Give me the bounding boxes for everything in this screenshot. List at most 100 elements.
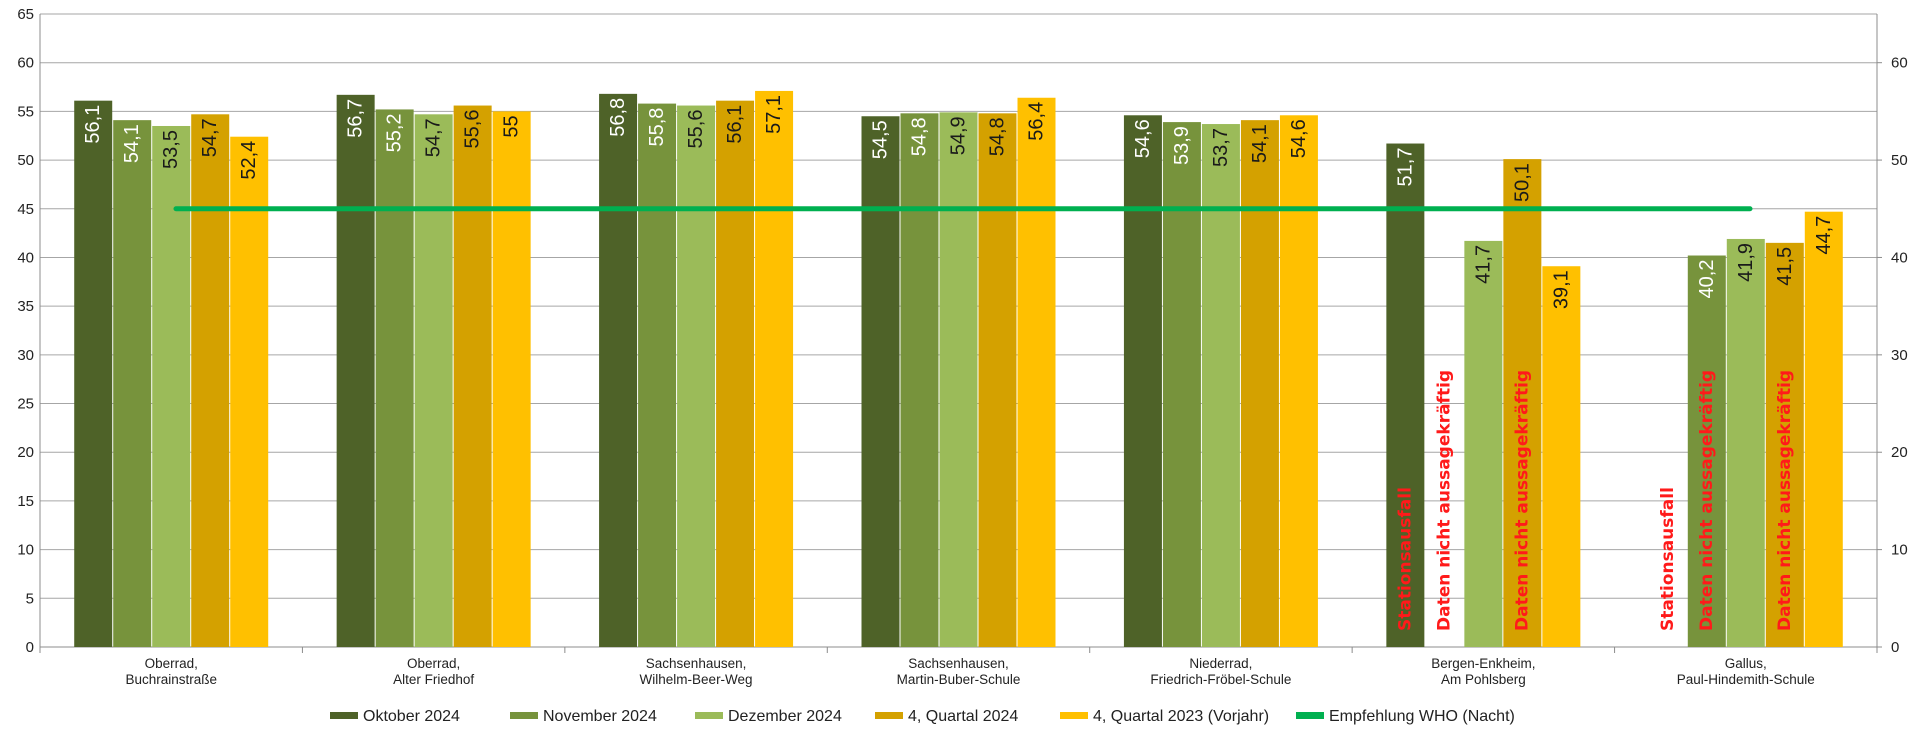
annotation: Daten nicht aussagekräftig: [1434, 370, 1454, 631]
bar: [74, 100, 113, 648]
legend: Oktober 2024 November 2024 Dezember 2024 4,…: [330, 708, 1515, 725]
legend-label: Dezember 2024: [728, 708, 842, 725]
annotation: Daten nicht aussagekräftig: [1512, 370, 1532, 631]
data-labels: 56,1 56,7 56,8 54,5 54,6 51,7 54,1 55,2 55,8 54,8…: [82, 95, 1835, 309]
bar: [638, 103, 677, 647]
bar: [492, 111, 531, 647]
legend-swatch: [875, 712, 903, 719]
bar: [861, 116, 900, 647]
data-label: 55: [501, 115, 523, 137]
y-tick-right: 50: [1891, 152, 1908, 169]
category-label: Friedrich-Fröbel-Schule: [1150, 672, 1291, 687]
y-tick-right: 60: [1891, 55, 1908, 72]
category-label: Gallus,: [1725, 656, 1767, 671]
data-label: 57,1: [763, 95, 785, 134]
data-label: 56,7: [345, 99, 367, 138]
category-label: Alter Friedhof: [393, 672, 474, 687]
category-label: Martin-Buber-Schule: [897, 672, 1021, 687]
y-tick-left: 65: [17, 6, 34, 23]
legend-swatch: [510, 712, 538, 719]
bar: [1503, 159, 1542, 647]
bar: [230, 136, 269, 647]
bar: [1162, 122, 1201, 647]
data-label: 55,6: [462, 110, 484, 149]
bar: [152, 125, 191, 647]
data-label: 40,2: [1696, 260, 1718, 299]
category-label: Am Pohlsberg: [1441, 672, 1526, 687]
bar: [1726, 238, 1765, 647]
data-label: 56,1: [82, 105, 104, 144]
bar: [755, 90, 794, 648]
bar: [1201, 124, 1240, 647]
data-label: 56,8: [607, 98, 629, 137]
y-tick-left: 15: [17, 493, 34, 510]
category-label: Sachsenhausen,: [646, 656, 747, 671]
legend-swatch: [1060, 712, 1088, 719]
bar: [599, 93, 638, 647]
bar: [414, 114, 453, 647]
annotations: Stationsausfall Daten nicht aussagekräfti…: [1395, 370, 1794, 631]
legend-label: Empfehlung WHO (Nacht): [1329, 708, 1515, 725]
legend-label: November 2024: [543, 708, 657, 725]
bar: [1687, 255, 1726, 647]
y-tick-left: 50: [17, 152, 34, 169]
data-label: 39,1: [1550, 270, 1572, 309]
category-label: Paul-Hindemith-Schule: [1677, 672, 1815, 687]
bar: [453, 105, 492, 647]
bar: [375, 109, 414, 648]
data-label: 54,5: [870, 120, 892, 159]
annotation: Stationsausfall: [1395, 487, 1415, 631]
data-label: 56,4: [1026, 102, 1048, 141]
data-label: 52,4: [238, 141, 260, 180]
category-label: Niederrad,: [1189, 656, 1252, 671]
bar: [1240, 120, 1279, 647]
bar: [336, 94, 375, 648]
data-label: 54,8: [987, 117, 1009, 156]
data-label: 56,1: [724, 105, 746, 144]
data-label: 55,6: [685, 110, 707, 149]
legend-swatch: [695, 712, 723, 719]
y-tick-left: 45: [17, 201, 34, 218]
data-label: 53,7: [1210, 128, 1232, 167]
y-tick-right: 30: [1891, 347, 1908, 364]
data-label: 53,5: [160, 130, 182, 169]
bar: [1542, 266, 1581, 647]
annotation: Daten nicht aussagekräftig: [1697, 370, 1717, 631]
data-label: 41,9: [1735, 243, 1757, 282]
y-tick-left: 5: [26, 590, 34, 607]
data-label: 53,9: [1171, 126, 1193, 165]
data-label: 54,6: [1132, 119, 1154, 158]
data-label: 54,7: [423, 118, 445, 157]
legend-label: Oktober 2024: [363, 708, 460, 725]
bar: [716, 100, 755, 648]
y-tick-right: 10: [1891, 542, 1908, 559]
bar: [191, 114, 230, 647]
bar: [978, 113, 1017, 648]
category-label: Wilhelm-Beer-Weg: [640, 672, 753, 687]
bar: [939, 112, 978, 647]
y-tick-left: 0: [26, 639, 34, 656]
y-tick-left: 25: [17, 396, 34, 413]
y-tick-left: 55: [17, 103, 34, 120]
data-label: 54,6: [1288, 119, 1310, 158]
bar: [1017, 97, 1056, 647]
y-tick-right: 40: [1891, 249, 1908, 266]
bar: [1279, 115, 1318, 647]
category-label: Buchrainstraße: [125, 672, 217, 687]
y-tick-left: 40: [17, 249, 34, 266]
y-tick-left: 20: [17, 444, 34, 461]
category-label: Oberrad,: [145, 656, 198, 671]
data-label: 55,2: [384, 113, 406, 152]
data-label: 41,7: [1472, 245, 1494, 284]
data-label: 54,9: [948, 116, 970, 155]
legend-swatch: [1296, 712, 1324, 719]
y-tick-left: 10: [17, 542, 34, 559]
bar: [1123, 115, 1162, 647]
y-tick-left: 30: [17, 347, 34, 364]
data-label: 54,1: [121, 124, 143, 163]
y-tick-left: 35: [17, 298, 34, 315]
data-label: 54,1: [1249, 124, 1271, 163]
data-label: 54,7: [199, 118, 221, 157]
